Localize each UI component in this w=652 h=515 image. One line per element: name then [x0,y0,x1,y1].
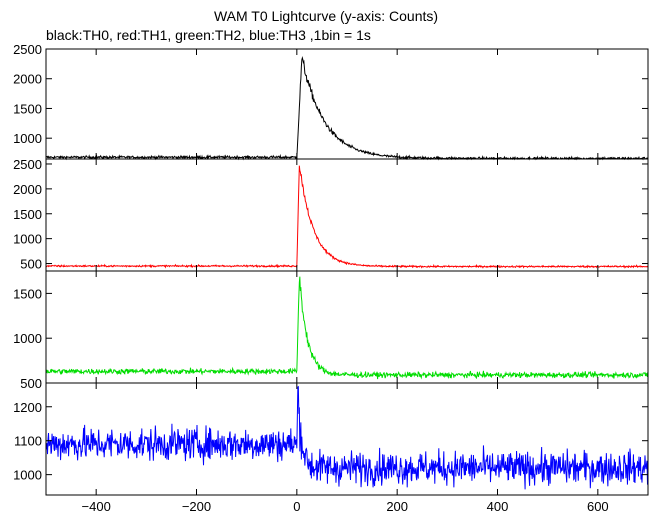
panel-frame-th0 [45,48,649,160]
chart-title: WAM T0 Lightcurve (y-axis: Counts) [213,8,439,24]
y-tick-label: 2000 [13,72,42,87]
y-tick-label: 2000 [13,182,42,197]
y-tick-label: 1000 [13,468,42,483]
y-tick-label: 500 [20,376,42,391]
y-tick-label: 1000 [13,131,42,146]
series-line-th1 [45,165,649,269]
y-tick-label: 1100 [14,434,42,449]
y-tick-label: 2500 [13,42,42,57]
x-tick-label: 600 [587,499,609,514]
y-tick-label: 1500 [13,207,42,222]
y-tick-label: 1000 [13,331,42,346]
chart-subtitle: black:TH0, red:TH1, green:TH2, blue:TH3 … [46,27,371,43]
panel-frame-th3 [45,382,649,496]
y-tick-label: 1500 [13,101,42,116]
panel-frame-th2 [45,270,649,384]
y-tick-label: 1000 [13,232,42,247]
x-tick-label: 200 [386,499,408,514]
x-tick-label: −200 [182,499,211,514]
y-tick-label: 1200 [13,400,42,415]
series-line-th3 [45,385,649,490]
series-line-th0 [45,56,649,161]
panel-frame-th1 [45,158,649,272]
y-tick-label: 500 [20,257,42,272]
y-tick-label: 1500 [13,286,42,301]
x-tick-label: 0 [293,499,300,514]
x-tick-label: 400 [487,499,509,514]
x-tick-label: −400 [82,499,111,514]
y-tick-label: 2500 [13,157,42,172]
series-line-th2 [45,276,649,380]
